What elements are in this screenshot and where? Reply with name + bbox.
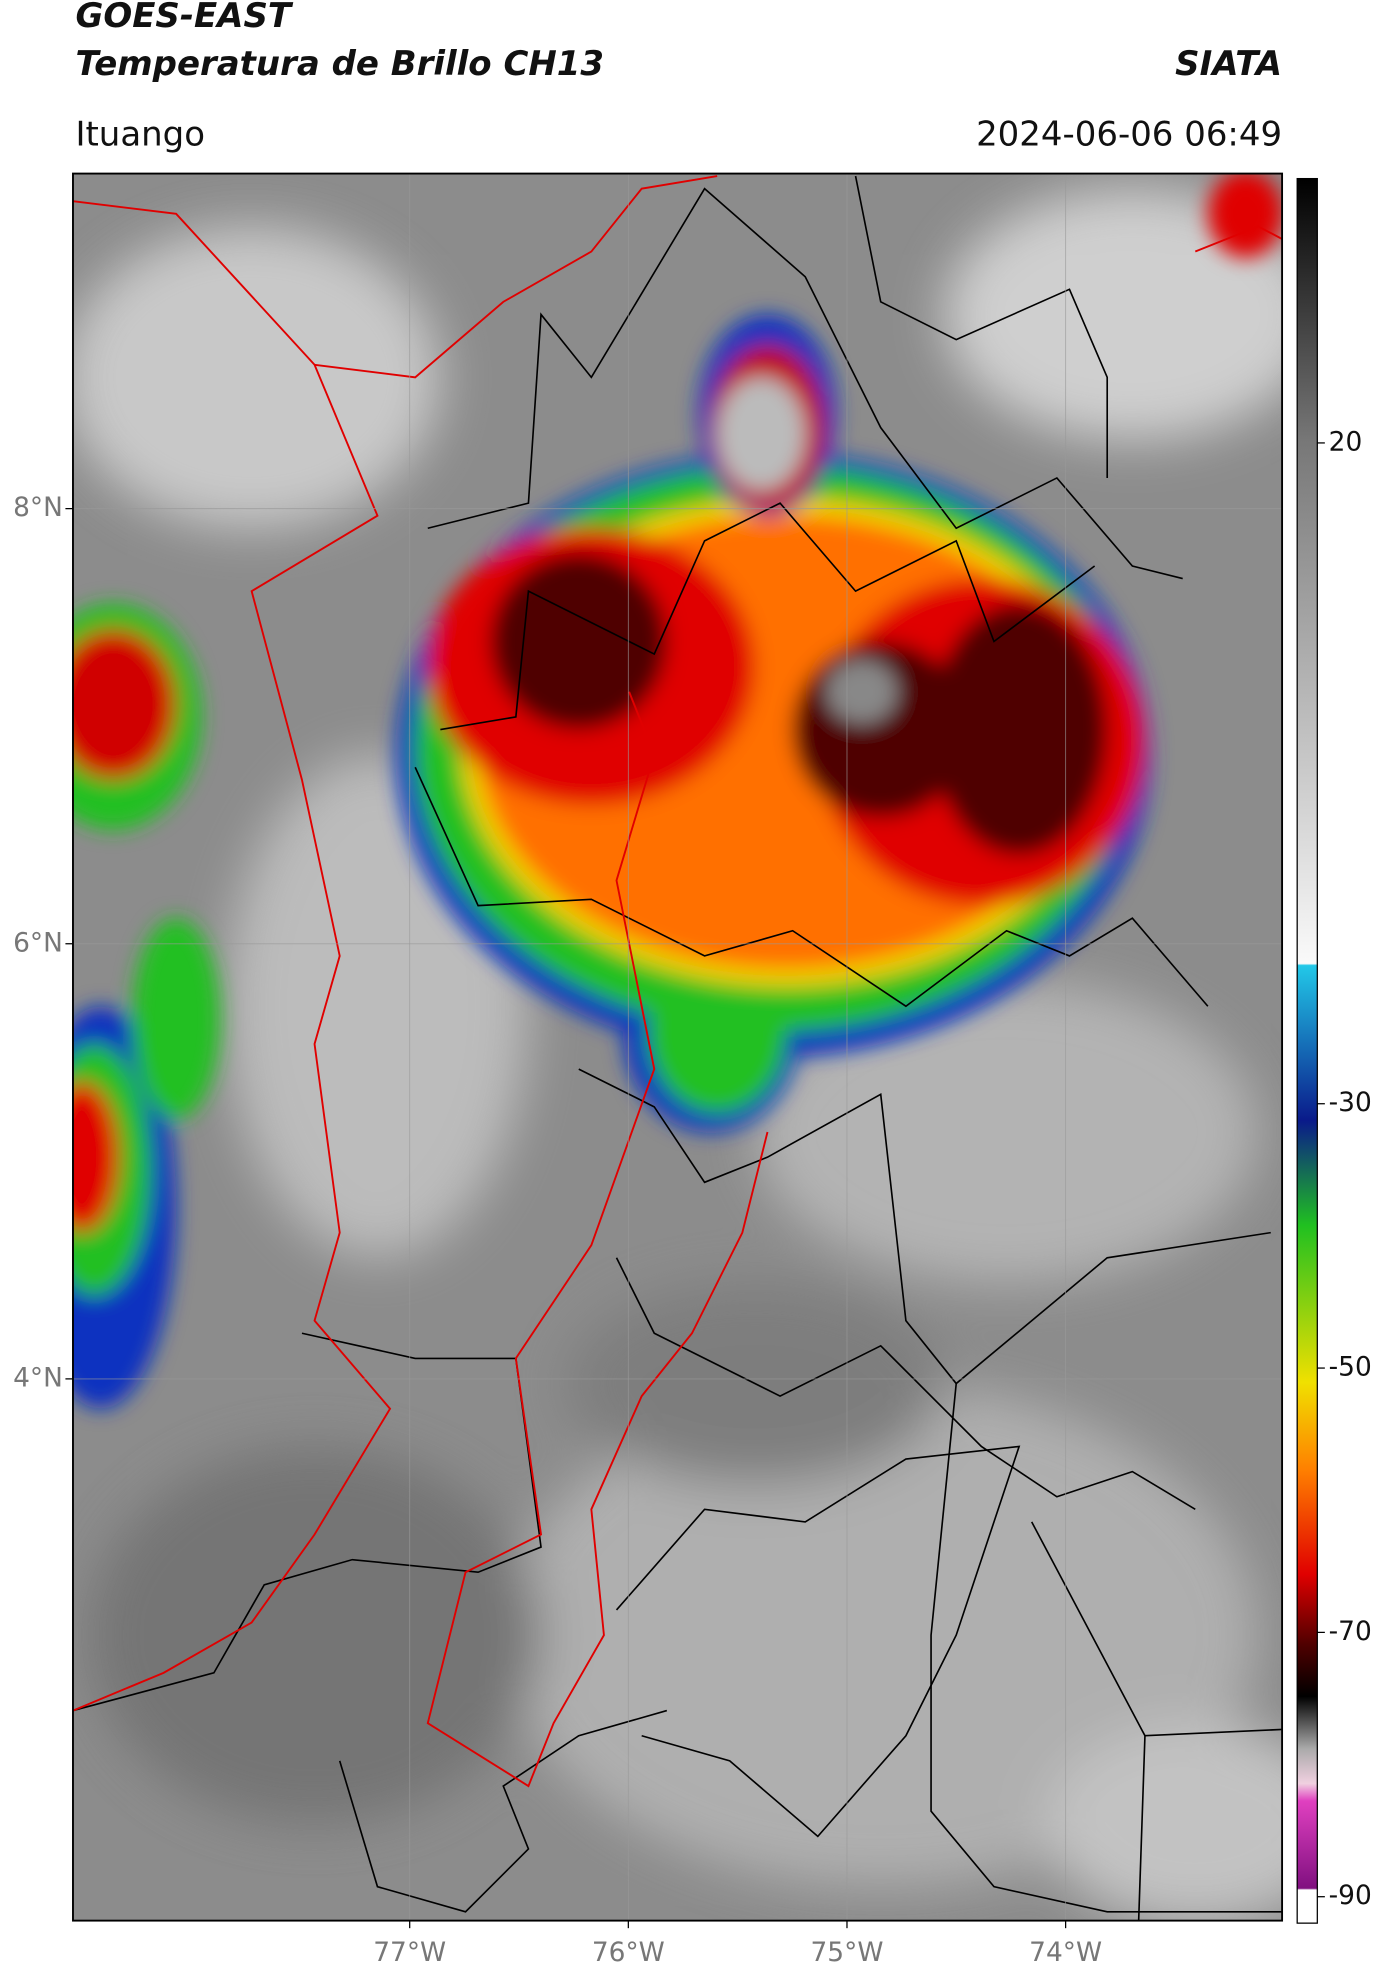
colorbar-tick-label: -30 — [1329, 1087, 1372, 1118]
x-tick-label: 77°W — [373, 1937, 446, 1968]
y-tick-label: 8°N — [13, 492, 63, 523]
location: Ituango — [75, 114, 205, 154]
y-tick-label: 4°N — [13, 1362, 63, 1393]
map-image — [72, 173, 1283, 1921]
title: GOES-EAST — [75, 0, 293, 36]
y-tick-label: 6°N — [13, 927, 63, 958]
brand: SIATA — [1175, 44, 1282, 84]
subtitle: Temperatura de Brillo CH13 — [75, 44, 604, 84]
colorbar-tick-label: -90 — [1329, 1880, 1372, 1911]
x-tick-label: 76°W — [592, 1937, 665, 1968]
colorbar — [1296, 177, 1318, 1924]
x-tick-label: 74°W — [1029, 1937, 1102, 1968]
colorbar-tick-label: -70 — [1329, 1616, 1372, 1647]
colorbar-tick-label: 20 — [1329, 426, 1363, 457]
graticule — [72, 173, 1283, 1921]
datetime: 2024-06-06 06:49 — [976, 114, 1282, 154]
x-tick-label: 75°W — [811, 1937, 884, 1968]
colorbar-tick-label: -50 — [1329, 1352, 1372, 1383]
map-frame — [72, 172, 1284, 1922]
